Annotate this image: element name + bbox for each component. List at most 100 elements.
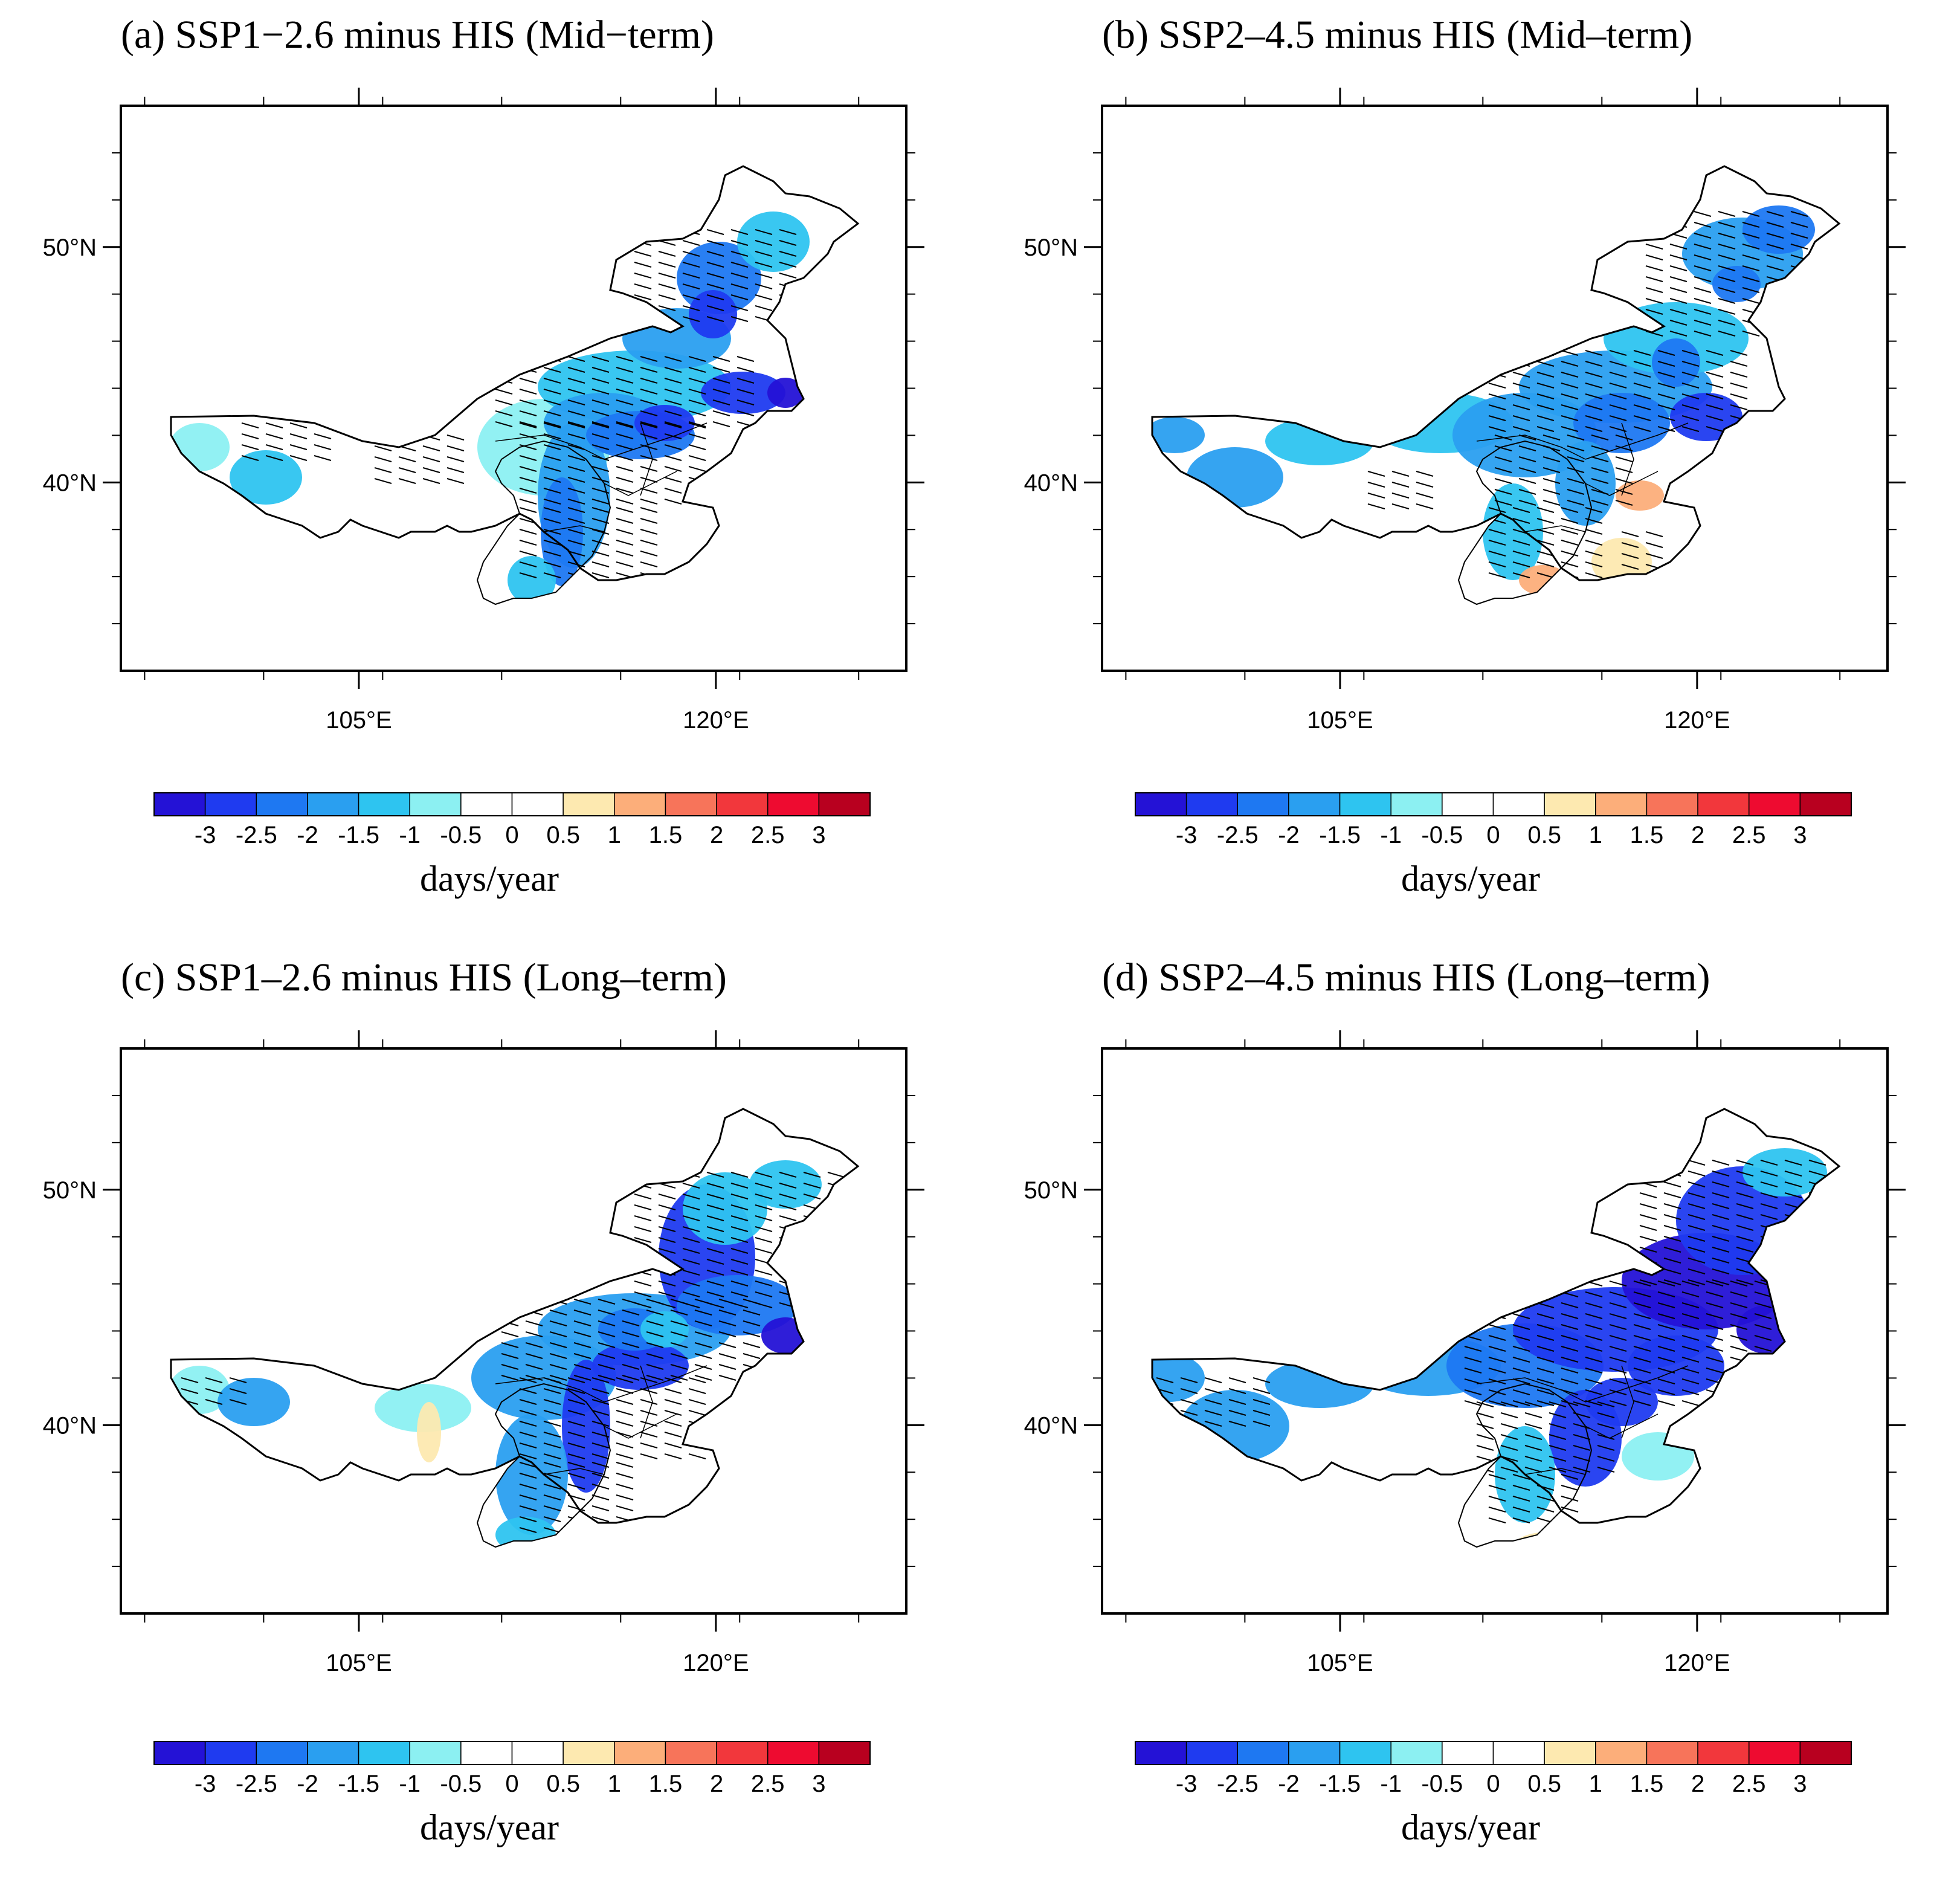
hatch-line xyxy=(314,433,332,439)
hatch-line xyxy=(1561,1313,1579,1319)
hatch-line xyxy=(1712,1268,1730,1274)
hatch-line xyxy=(646,1364,664,1370)
hatch-line xyxy=(737,378,755,384)
hatch-line xyxy=(1790,233,1808,239)
hatch-line xyxy=(525,1353,543,1359)
panel-a: (a) SSP1−2.6 minus HIS (Mid−term) 40°N 50… xyxy=(0,0,979,943)
hatch-line xyxy=(1712,1225,1730,1231)
hatch-line xyxy=(1204,1399,1222,1405)
hatch-line xyxy=(495,421,513,427)
hatch-line xyxy=(1730,383,1748,389)
hatch-line xyxy=(1657,1302,1675,1308)
hatch-line xyxy=(682,1248,700,1254)
hatch-line xyxy=(265,433,283,439)
hatch-line xyxy=(1742,298,1760,304)
hatch-line xyxy=(1561,561,1579,567)
hatch-line xyxy=(682,1215,700,1221)
hatch-line xyxy=(1488,572,1506,578)
hatch-line xyxy=(640,1442,658,1448)
hatch-line xyxy=(1585,426,1603,432)
hatch-line xyxy=(1706,1335,1724,1341)
hatch-line xyxy=(1706,1291,1724,1297)
hatch-line xyxy=(1561,540,1579,546)
colorbar-swatch xyxy=(1390,792,1443,816)
hatch-line xyxy=(640,561,658,567)
hatch-line xyxy=(1494,445,1512,451)
hatch-line xyxy=(712,367,730,373)
hatch-line xyxy=(755,1280,773,1287)
hatch-line xyxy=(1784,1160,1802,1166)
hatch-line xyxy=(374,478,392,484)
contour-patch xyxy=(701,372,785,414)
hatch-line xyxy=(664,1421,682,1427)
hatch-line xyxy=(1766,222,1784,228)
hatch-line xyxy=(1512,372,1530,378)
hatch-line xyxy=(1712,1258,1730,1264)
hatch-line xyxy=(646,1375,664,1381)
hatch-line xyxy=(616,389,634,395)
hatch-line xyxy=(755,262,773,268)
hatch-line xyxy=(682,1291,700,1297)
hatch-line xyxy=(549,1331,567,1337)
hatch-line xyxy=(1718,320,1736,326)
contour-patch xyxy=(677,1275,798,1335)
hatch-line xyxy=(1706,1346,1724,1352)
hatch-line xyxy=(1518,500,1536,506)
hatch-line xyxy=(779,251,797,257)
hatch-line xyxy=(1488,1400,1506,1406)
colorbar-swatch xyxy=(1185,792,1239,816)
hatch-line xyxy=(1416,492,1434,499)
hatch-line xyxy=(1252,1421,1271,1427)
hatch-line xyxy=(1488,1346,1506,1352)
hatch-line xyxy=(519,421,537,427)
hatch-line xyxy=(616,529,634,535)
hatch-line xyxy=(519,455,537,461)
hatch-line xyxy=(1657,393,1675,399)
hatch-line xyxy=(616,477,634,483)
hatch-line xyxy=(1585,551,1603,557)
hatch-line xyxy=(592,389,610,395)
hatch-line xyxy=(1585,561,1603,567)
hatch-line xyxy=(241,433,259,439)
province-boundary xyxy=(1524,525,1586,532)
hatch-line xyxy=(664,389,682,395)
hatch-line xyxy=(1706,1357,1724,1363)
hatch-line xyxy=(634,273,652,279)
hatch-line xyxy=(592,1410,610,1416)
hatch-line xyxy=(646,1320,664,1326)
hatch-line xyxy=(1512,518,1530,524)
hatch-line xyxy=(730,1248,749,1254)
hatch-line xyxy=(730,1291,749,1297)
hatch-line xyxy=(658,1280,676,1287)
colorbar-tick-label: -2.5 xyxy=(1217,1771,1259,1797)
colorbar-tick-label: -1.5 xyxy=(1319,822,1361,848)
hatch-line xyxy=(664,399,682,405)
hatch-line xyxy=(755,294,773,300)
hatch-line xyxy=(622,1299,640,1305)
hatch-line xyxy=(1591,456,1609,462)
hatch-line xyxy=(1536,1378,1555,1384)
colorbar-tick-label: 2 xyxy=(1691,822,1704,848)
hatch-line xyxy=(688,444,706,450)
hatch-line xyxy=(1536,393,1555,399)
region-outline xyxy=(1151,1108,1841,1524)
hatch-line xyxy=(592,466,610,472)
hatch-line xyxy=(543,1388,561,1394)
hatch-line xyxy=(1585,1368,1603,1374)
hatch-line xyxy=(1536,1313,1555,1319)
hatch-line xyxy=(1573,1445,1591,1451)
hatch-line xyxy=(1609,1324,1627,1330)
hatch-line xyxy=(682,1193,700,1200)
hatch-line xyxy=(519,1473,537,1479)
hatch-line xyxy=(1597,1456,1615,1462)
hatch-line xyxy=(1391,503,1410,509)
hatch-line xyxy=(658,262,676,268)
hatch-line xyxy=(519,529,537,535)
region-outline xyxy=(1457,1383,1593,1548)
lon-tick-label: 105°E xyxy=(1307,707,1373,734)
colorbar-swatch xyxy=(665,1741,717,1765)
hatch-line xyxy=(1367,471,1385,477)
hatch-line xyxy=(640,551,658,557)
hatch-line xyxy=(1518,489,1536,495)
hatch-line xyxy=(1536,518,1555,524)
